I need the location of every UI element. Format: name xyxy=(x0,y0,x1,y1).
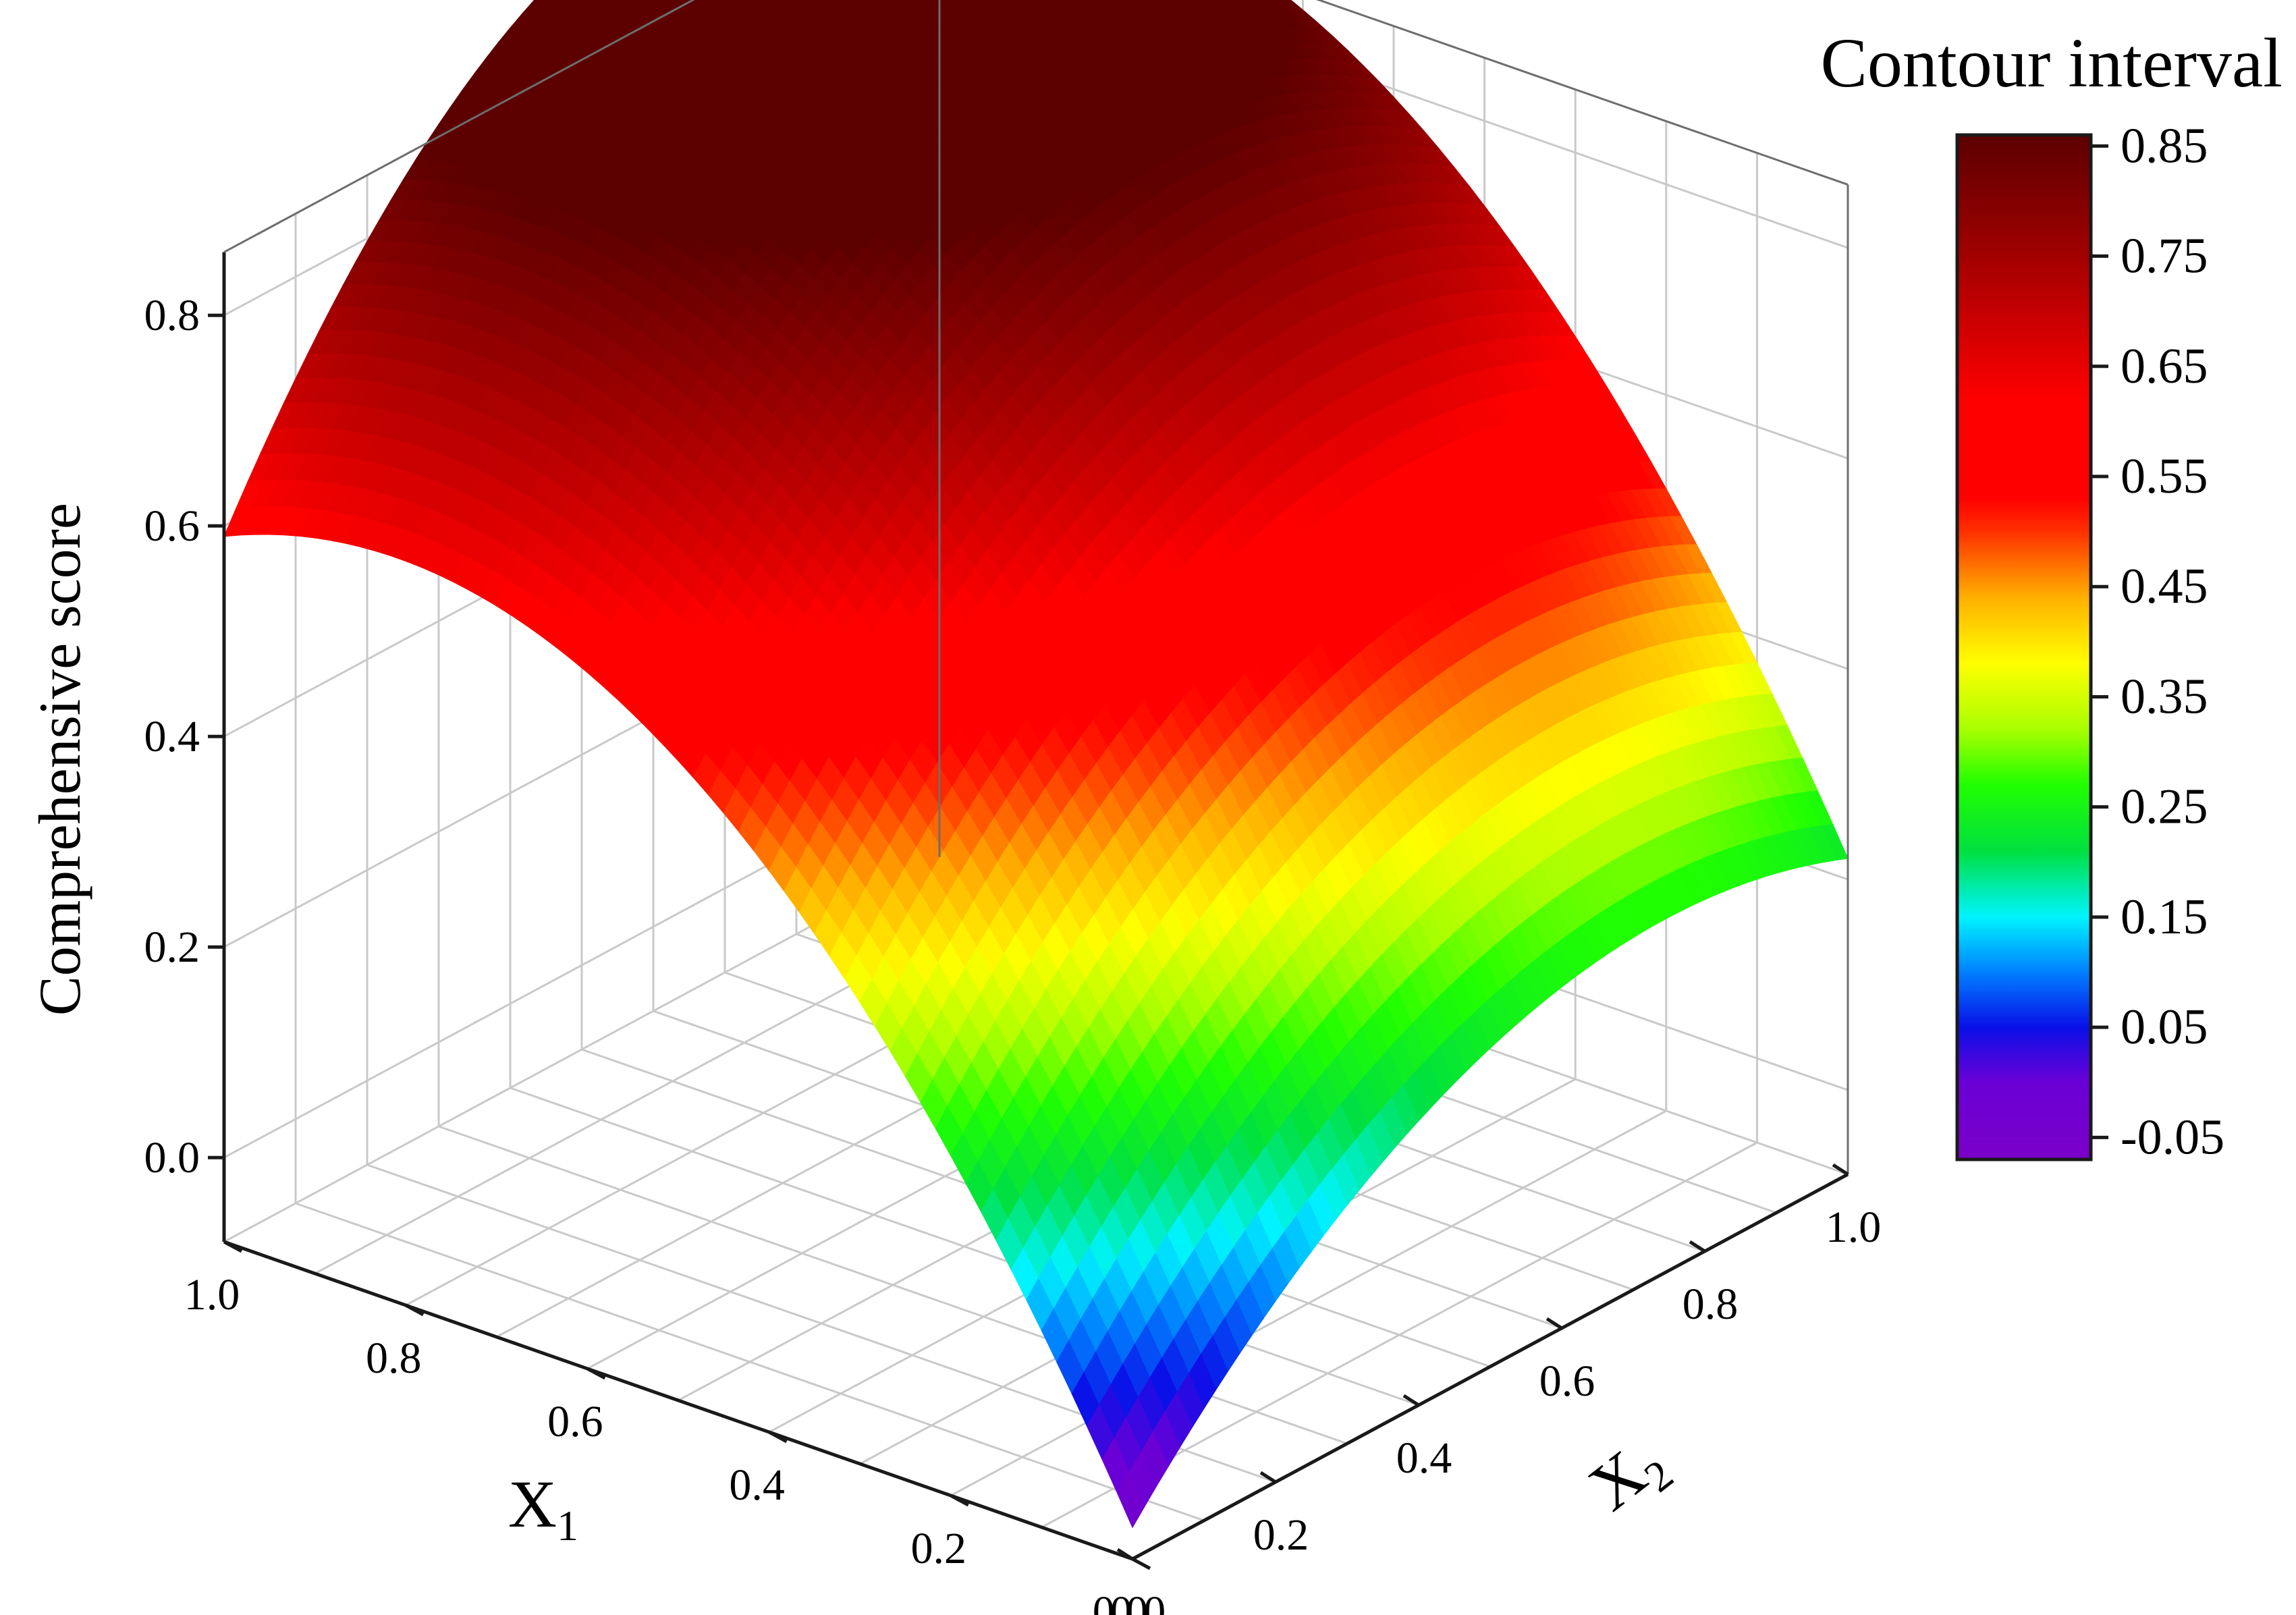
colorbar-tick-label: 0.15 xyxy=(2121,889,2208,945)
z-axis-label: Comprehensive score xyxy=(28,503,93,1016)
colorbar-tick-label: 0.05 xyxy=(2121,1000,2208,1055)
x1-tick-mark xyxy=(950,1494,969,1507)
box-top-left-edge xyxy=(223,0,695,253)
x1-axis-label-sub: 1 xyxy=(557,1502,578,1550)
x1-tick-label: 0.0 xyxy=(1093,1587,1149,1615)
colorbar-tick-label: 0.75 xyxy=(2121,229,2208,284)
x1-tick-mark xyxy=(405,1303,425,1317)
x2-tick-label: 0.2 xyxy=(1253,1510,1309,1560)
x2-ticks: 0.0 0.2 0.4 0.6 0.8 1.0 xyxy=(1110,1163,1882,1615)
surface-cell xyxy=(883,0,891,3)
surface-cell xyxy=(975,0,987,5)
colorbar-title: Contour interval xyxy=(1820,24,2283,102)
surface xyxy=(223,0,1849,1529)
x2-axis-label-main: X xyxy=(1575,1435,1660,1525)
x1-tick-label: 0.8 xyxy=(366,1334,422,1383)
x1-tick-label: 0.2 xyxy=(911,1524,967,1573)
box-top-right-edge xyxy=(1315,0,1849,186)
x2-tick-label: 1.0 xyxy=(1826,1203,1882,1252)
x2-tick-mark xyxy=(1402,1394,1420,1407)
x2-tick-mark xyxy=(1116,1548,1134,1561)
z-tick-label: 0.2 xyxy=(144,923,200,972)
x2-tick-mark xyxy=(1546,1317,1563,1330)
x1-axis-line xyxy=(223,1240,1133,1561)
x1-tick-label: 1.0 xyxy=(184,1270,240,1319)
surface-cell xyxy=(907,0,921,5)
x2-tick-label: 0.8 xyxy=(1683,1280,1739,1329)
colorbar-tick-label: 0.45 xyxy=(2121,559,2208,614)
x2-tick-mark xyxy=(1689,1240,1706,1253)
z-tick-label: 0.0 xyxy=(144,1133,200,1182)
x1-tick-label: 0.4 xyxy=(729,1460,785,1510)
z-tick-label: 0.4 xyxy=(144,712,200,761)
x1-axis-label: X1 xyxy=(508,1467,578,1550)
x1-tick-mark xyxy=(768,1430,788,1444)
colorbar-tick-label: -0.05 xyxy=(2121,1110,2224,1165)
x2-tick-mark xyxy=(1259,1471,1277,1484)
colorbar-tick-label: 0.35 xyxy=(2121,669,2208,724)
x1-tick-mark xyxy=(223,1240,243,1253)
surface-cell xyxy=(1116,1471,1145,1529)
z-tick-label: 0.8 xyxy=(144,291,200,340)
x2-axis-line xyxy=(1131,1172,1849,1561)
colorbar-tick-label: 0.85 xyxy=(2121,118,2208,173)
z-ticks: 0.0 0.2 0.4 0.6 0.8 xyxy=(144,291,224,1182)
z-tick-label: 0.6 xyxy=(144,501,200,551)
axes xyxy=(222,0,1849,1561)
colorbar-tick-label: 0.55 xyxy=(2121,449,2208,504)
x1-tick-label: 0.6 xyxy=(547,1397,603,1446)
colorbar-tick-label: 0.65 xyxy=(2121,339,2208,394)
x2-tick-mark xyxy=(1832,1163,1849,1176)
x2-tick-label: 0.4 xyxy=(1396,1433,1452,1483)
surface-cell xyxy=(799,0,810,4)
colorbar-tick-label: 0.25 xyxy=(2121,779,2208,835)
grid-floor-x2 xyxy=(295,1202,1205,1522)
x2-axis-label: X2 xyxy=(1575,1423,1682,1531)
colorbar-ticks: 0.85 0.75 0.65 0.55 0.45 0.35 0.25 0.15 0.05 -0.0… xyxy=(2091,118,2224,1165)
x1-ticks: 0.0 0.2 0.4 0.6 0.8 1.0 xyxy=(184,1240,1151,1615)
x2-tick-label: 0.6 xyxy=(1539,1357,1595,1406)
x1-tick-mark xyxy=(1131,1557,1151,1570)
x2-tick-label: 0.0 xyxy=(1110,1587,1166,1615)
x1-tick-mark xyxy=(586,1367,606,1380)
x1-axis-label-main: X xyxy=(508,1467,557,1541)
grid-floor-x2 xyxy=(510,1087,1419,1406)
colorbar xyxy=(1955,133,2093,1161)
